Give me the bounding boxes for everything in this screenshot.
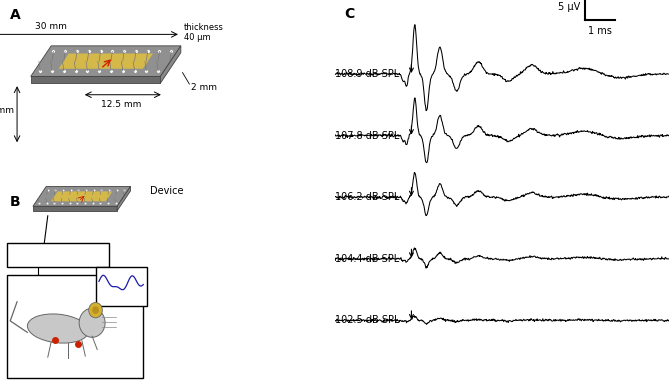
Text: 106.2 dB SPL: 106.2 dB SPL	[335, 192, 400, 202]
Text: ABR
recording: ABR recording	[101, 282, 141, 302]
Text: A: A	[10, 8, 21, 22]
Bar	[96, 267, 147, 306]
Circle shape	[79, 308, 105, 337]
Ellipse shape	[27, 314, 88, 343]
Bar	[7, 275, 143, 378]
Text: 104.4 dB SPL: 104.4 dB SPL	[335, 254, 400, 264]
Text: 4 mm: 4 mm	[0, 106, 13, 115]
Polygon shape	[33, 206, 117, 211]
Polygon shape	[117, 186, 130, 211]
Polygon shape	[58, 53, 153, 69]
Text: C: C	[345, 7, 355, 21]
Text: 1 ms: 1 ms	[589, 26, 612, 36]
Polygon shape	[31, 76, 161, 83]
Bar	[7, 243, 109, 267]
Text: 102.5 dB SPL: 102.5 dB SPL	[335, 316, 400, 325]
Text: 12.5 mm: 12.5 mm	[101, 100, 141, 110]
Text: 2 mm: 2 mm	[191, 83, 217, 92]
Circle shape	[92, 306, 99, 314]
Polygon shape	[51, 191, 112, 201]
Text: thickness
40 μm: thickness 40 μm	[184, 23, 224, 42]
Text: Soundproof
room: Soundproof room	[58, 355, 106, 374]
Text: B: B	[10, 195, 21, 209]
Circle shape	[89, 303, 102, 318]
Polygon shape	[33, 186, 130, 206]
Text: 107.8 dB SPL: 107.8 dB SPL	[335, 131, 400, 141]
Polygon shape	[31, 46, 181, 76]
Text: 30 mm: 30 mm	[35, 21, 67, 31]
Text: 108.9 dB SPL: 108.9 dB SPL	[335, 69, 400, 79]
Text: Device: Device	[150, 186, 183, 196]
Text: 5 μV: 5 μV	[558, 2, 581, 12]
Text: Amplifier (x1,000): Amplifier (x1,000)	[20, 251, 96, 259]
Polygon shape	[161, 46, 181, 83]
